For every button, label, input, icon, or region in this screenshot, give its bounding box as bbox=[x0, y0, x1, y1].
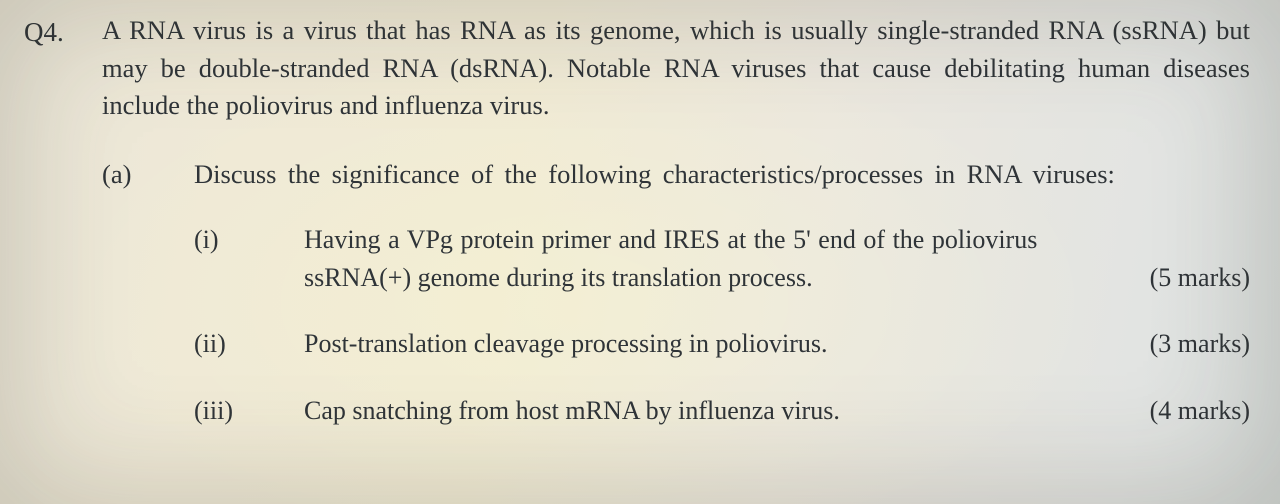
sub-ii-text: Post-translation cleavage processing in … bbox=[304, 325, 1250, 363]
sub-i-marks: (5 marks) bbox=[1150, 259, 1250, 297]
sub-i-line2-left: ssRNA(+) genome during its translation p… bbox=[304, 259, 1122, 297]
sub-iii-row: (iii) Cap snatching from host mRNA by in… bbox=[194, 392, 1250, 430]
exam-page: Q4. A RNA virus is a virus that has RNA … bbox=[0, 0, 1280, 504]
part-a-row: (a) Discuss the significance of the foll… bbox=[102, 155, 1250, 193]
sub-label-ii: (ii) bbox=[194, 325, 304, 363]
sub-ii-marks: (3 marks) bbox=[1150, 325, 1250, 363]
part-a-prompt: Discuss the significance of the followin… bbox=[194, 155, 1250, 193]
sub-i-line1: Having a VPg protein primer and IRES at … bbox=[304, 221, 1250, 259]
sub-ii-row: (ii) Post-translation cleavage processin… bbox=[194, 325, 1250, 363]
sub-i-row: (i) Having a VPg protein primer and IRES… bbox=[194, 221, 1250, 296]
sub-iii-marks: (4 marks) bbox=[1150, 392, 1250, 430]
question-intro: A RNA virus is a virus that has RNA as i… bbox=[102, 12, 1250, 125]
sub-label-i: (i) bbox=[194, 221, 304, 259]
sub-label-iii: (iii) bbox=[194, 392, 304, 430]
question-header-row: Q4. A RNA virus is a virus that has RNA … bbox=[24, 12, 1250, 125]
sub-i-text: Having a VPg protein primer and IRES at … bbox=[304, 221, 1250, 296]
sub-ii-left: Post-translation cleavage processing in … bbox=[304, 325, 1122, 363]
part-label-a: (a) bbox=[102, 155, 194, 193]
sub-iii-left: Cap snatching from host mRNA by influenz… bbox=[304, 392, 1122, 430]
question-number: Q4. bbox=[24, 12, 102, 50]
sub-iii-text: Cap snatching from host mRNA by influenz… bbox=[304, 392, 1250, 430]
sub-i-line2: ssRNA(+) genome during its translation p… bbox=[304, 259, 1250, 297]
